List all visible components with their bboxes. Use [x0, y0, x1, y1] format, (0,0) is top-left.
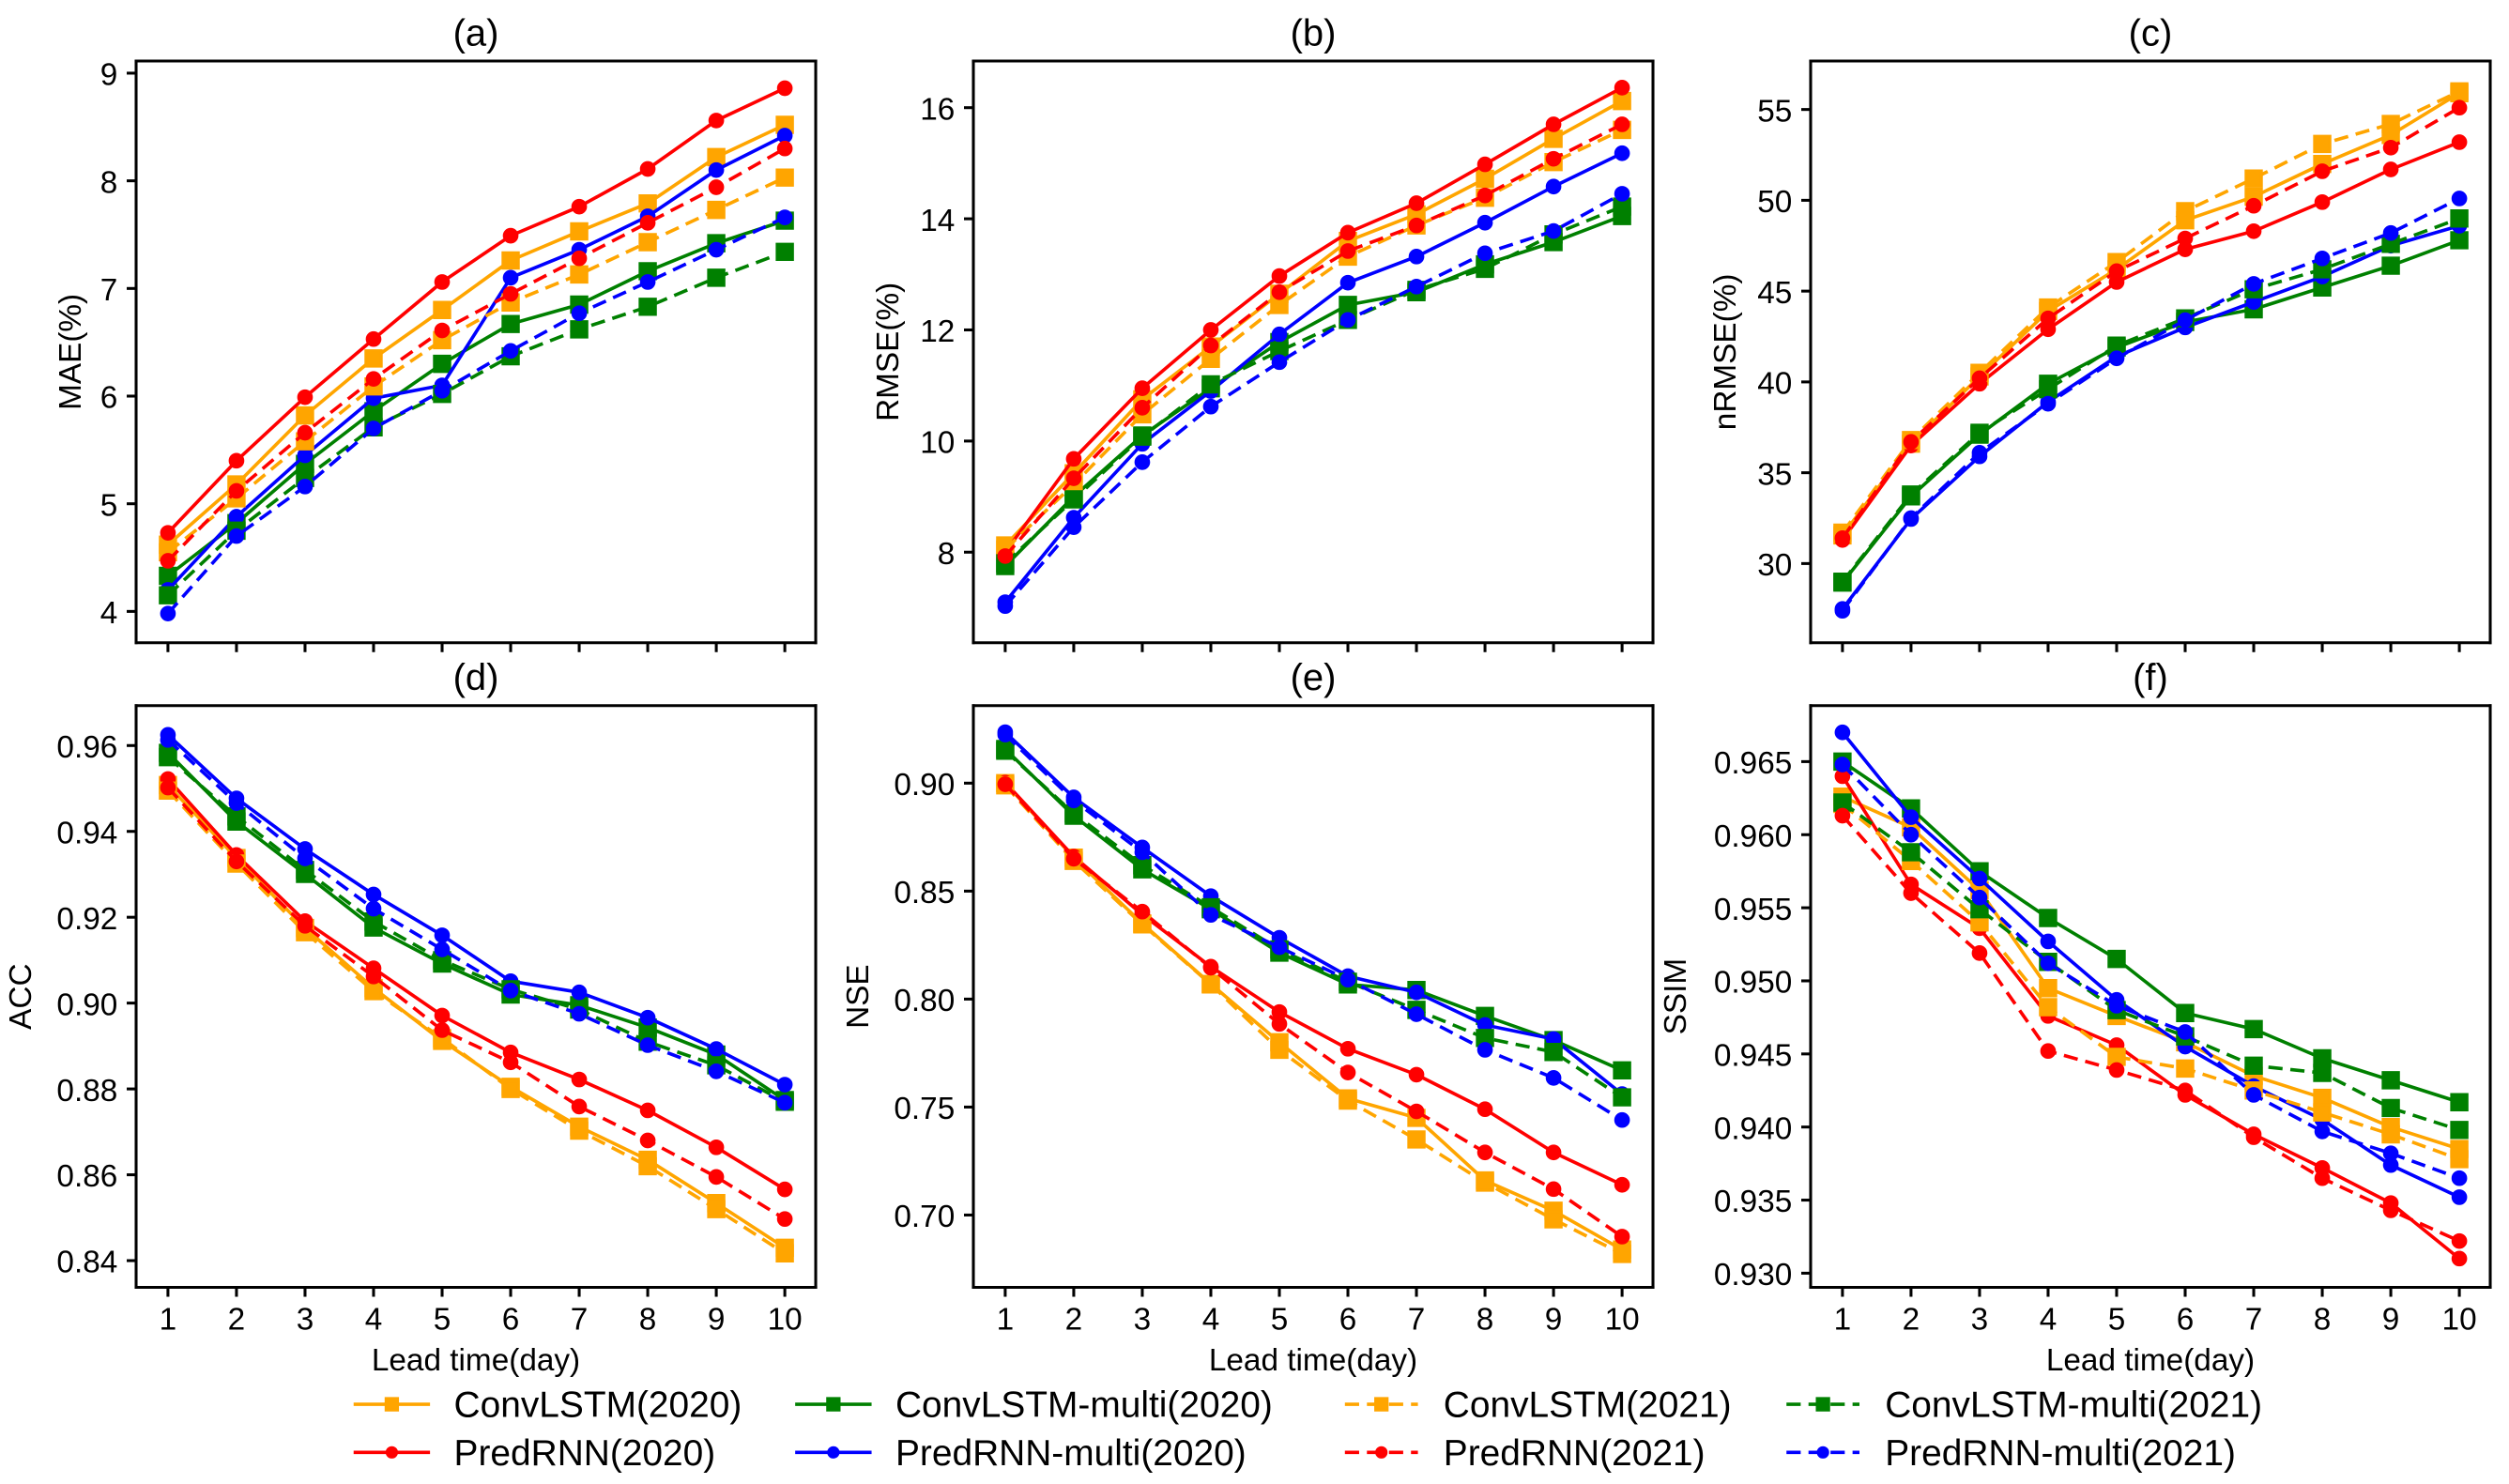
svg-text:ACC: ACC — [4, 963, 38, 1029]
svg-text:55: 55 — [1757, 94, 1792, 129]
svg-text:8: 8 — [100, 165, 118, 200]
svg-text:0.75: 0.75 — [894, 1092, 955, 1126]
svg-text:(c): (c) — [2129, 12, 2173, 54]
svg-text:PredRNN-multi(2020): PredRNN-multi(2020) — [895, 1433, 1247, 1474]
svg-text:1: 1 — [1834, 1303, 1852, 1338]
svg-text:3: 3 — [1971, 1303, 1989, 1338]
svg-text:7: 7 — [2245, 1303, 2263, 1338]
svg-text:7: 7 — [571, 1303, 589, 1338]
svg-text:Lead time(day): Lead time(day) — [372, 1343, 580, 1378]
svg-text:ConvLSTM(2020): ConvLSTM(2020) — [454, 1385, 742, 1426]
svg-text:SSIM: SSIM — [1659, 958, 1693, 1034]
svg-text:0.90: 0.90 — [894, 768, 955, 803]
svg-text:0.955: 0.955 — [1714, 893, 1792, 927]
svg-text:35: 35 — [1757, 457, 1792, 492]
svg-text:4: 4 — [2040, 1303, 2058, 1338]
svg-text:7: 7 — [1408, 1303, 1426, 1338]
svg-text:0.88: 0.88 — [56, 1074, 117, 1109]
svg-text:45: 45 — [1757, 276, 1792, 311]
svg-text:(e): (e) — [1291, 657, 1337, 698]
svg-text:1: 1 — [160, 1303, 177, 1338]
svg-text:6: 6 — [502, 1303, 520, 1338]
svg-text:0.84: 0.84 — [56, 1246, 117, 1280]
svg-text:RMSE(%): RMSE(%) — [871, 283, 906, 421]
svg-text:10: 10 — [2442, 1303, 2477, 1338]
svg-text:8: 8 — [1476, 1303, 1494, 1338]
svg-text:MAE(%): MAE(%) — [54, 294, 88, 410]
svg-text:7: 7 — [100, 273, 118, 308]
svg-text:0.940: 0.940 — [1714, 1111, 1792, 1146]
svg-text:0.80: 0.80 — [894, 984, 955, 1018]
svg-text:ConvLSTM-multi(2020): ConvLSTM-multi(2020) — [895, 1385, 1273, 1426]
svg-text:NSE: NSE — [841, 964, 876, 1029]
svg-text:40: 40 — [1757, 367, 1792, 402]
svg-text:8: 8 — [2314, 1303, 2332, 1338]
svg-text:0.960: 0.960 — [1714, 819, 1792, 854]
svg-text:ConvLSTM-multi(2021): ConvLSTM-multi(2021) — [1885, 1385, 2262, 1426]
svg-text:0.935: 0.935 — [1714, 1185, 1792, 1219]
svg-text:9: 9 — [708, 1303, 726, 1338]
svg-text:50: 50 — [1757, 185, 1792, 220]
svg-text:3: 3 — [1134, 1303, 1152, 1338]
svg-text:Lead time(day): Lead time(day) — [1209, 1343, 1417, 1378]
svg-text:(d): (d) — [453, 657, 499, 698]
svg-text:5: 5 — [434, 1303, 451, 1338]
svg-text:ConvLSTM(2021): ConvLSTM(2021) — [1444, 1385, 1732, 1426]
svg-text:30: 30 — [1757, 548, 1792, 583]
svg-text:16: 16 — [920, 92, 955, 127]
svg-text:PredRNN(2020): PredRNN(2020) — [454, 1433, 716, 1474]
svg-text:1: 1 — [997, 1303, 1015, 1338]
svg-text:2: 2 — [1903, 1303, 1920, 1338]
svg-text:0.90: 0.90 — [56, 987, 117, 1022]
svg-text:(a): (a) — [453, 12, 499, 54]
svg-text:(f): (f) — [2133, 657, 2168, 698]
svg-text:5: 5 — [100, 488, 118, 523]
svg-text:Lead time(day): Lead time(day) — [2046, 1343, 2255, 1378]
svg-text:4: 4 — [365, 1303, 383, 1338]
svg-text:0.950: 0.950 — [1714, 966, 1792, 1001]
svg-text:0.945: 0.945 — [1714, 1038, 1792, 1073]
svg-text:2: 2 — [228, 1303, 246, 1338]
svg-text:(b): (b) — [1291, 12, 1337, 54]
svg-text:0.70: 0.70 — [894, 1200, 955, 1234]
svg-text:2: 2 — [1065, 1303, 1083, 1338]
svg-text:0.85: 0.85 — [894, 876, 955, 910]
svg-text:9: 9 — [1545, 1303, 1563, 1338]
svg-text:0.96: 0.96 — [56, 730, 117, 765]
svg-text:0.930: 0.930 — [1714, 1258, 1792, 1293]
svg-text:8: 8 — [938, 537, 956, 572]
svg-text:6: 6 — [1339, 1303, 1357, 1338]
svg-text:8: 8 — [639, 1303, 657, 1338]
svg-text:0.86: 0.86 — [56, 1159, 117, 1194]
svg-text:3: 3 — [297, 1303, 314, 1338]
svg-text:PredRNN(2021): PredRNN(2021) — [1444, 1433, 1706, 1474]
svg-text:4: 4 — [100, 596, 118, 631]
svg-text:10: 10 — [1605, 1303, 1640, 1338]
svg-text:nRMSE(%): nRMSE(%) — [1708, 274, 1743, 431]
svg-text:10: 10 — [920, 426, 955, 461]
svg-text:14: 14 — [920, 204, 955, 238]
svg-text:5: 5 — [2108, 1303, 2126, 1338]
svg-text:10: 10 — [768, 1303, 803, 1338]
svg-text:0.965: 0.965 — [1714, 746, 1792, 781]
svg-text:PredRNN-multi(2021): PredRNN-multi(2021) — [1885, 1433, 2236, 1474]
svg-text:9: 9 — [2382, 1303, 2400, 1338]
svg-text:5: 5 — [1271, 1303, 1289, 1338]
svg-text:6: 6 — [100, 381, 118, 416]
svg-text:4: 4 — [1202, 1303, 1220, 1338]
svg-text:12: 12 — [920, 314, 955, 349]
svg-text:9: 9 — [100, 58, 118, 93]
svg-text:6: 6 — [2177, 1303, 2195, 1338]
svg-text:0.94: 0.94 — [56, 816, 117, 850]
svg-text:0.92: 0.92 — [56, 902, 117, 937]
